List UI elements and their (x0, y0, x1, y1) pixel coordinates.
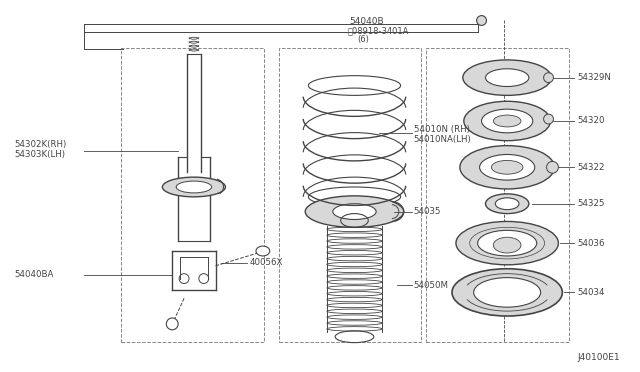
Ellipse shape (543, 114, 554, 124)
Text: 54303K(LH): 54303K(LH) (15, 150, 66, 159)
Text: 54010NA(LH): 54010NA(LH) (413, 135, 471, 144)
Ellipse shape (543, 73, 554, 83)
Ellipse shape (479, 154, 535, 180)
Ellipse shape (464, 101, 550, 141)
Text: 54302K(RH): 54302K(RH) (15, 140, 67, 149)
Text: 54034: 54034 (577, 288, 605, 297)
Ellipse shape (256, 246, 270, 256)
Ellipse shape (305, 196, 404, 227)
Text: 54050M: 54050M (413, 281, 449, 290)
Text: 54010N (RH): 54010N (RH) (413, 125, 470, 134)
Text: 54035: 54035 (413, 207, 441, 216)
Ellipse shape (493, 115, 521, 127)
Ellipse shape (547, 161, 558, 173)
Ellipse shape (474, 278, 541, 307)
Ellipse shape (477, 16, 486, 25)
Ellipse shape (333, 204, 376, 219)
Text: 54040B: 54040B (349, 17, 384, 26)
Ellipse shape (463, 60, 552, 95)
Text: 54325: 54325 (577, 199, 605, 208)
Text: 54036: 54036 (577, 238, 605, 248)
Ellipse shape (452, 269, 563, 316)
Bar (426, 48, 569, 341)
Text: 54040BA: 54040BA (15, 270, 54, 279)
Ellipse shape (492, 160, 523, 174)
Text: 40056X: 40056X (249, 258, 282, 267)
Text: 54329N: 54329N (577, 73, 611, 82)
Ellipse shape (495, 198, 519, 210)
Ellipse shape (486, 194, 529, 214)
Ellipse shape (493, 237, 521, 253)
Ellipse shape (456, 221, 558, 265)
Bar (278, 48, 422, 341)
Text: (6): (6) (357, 35, 369, 44)
Ellipse shape (477, 230, 537, 256)
Ellipse shape (481, 109, 532, 133)
Ellipse shape (486, 69, 529, 87)
Text: J40100E1: J40100E1 (578, 353, 620, 362)
Ellipse shape (460, 145, 554, 189)
Ellipse shape (166, 318, 178, 330)
Ellipse shape (176, 181, 212, 193)
Bar (121, 48, 264, 341)
Text: 54320: 54320 (577, 116, 605, 125)
Text: ⓝ08918-3401A: ⓝ08918-3401A (348, 26, 409, 35)
Ellipse shape (163, 177, 225, 197)
Text: 54322: 54322 (577, 163, 605, 172)
